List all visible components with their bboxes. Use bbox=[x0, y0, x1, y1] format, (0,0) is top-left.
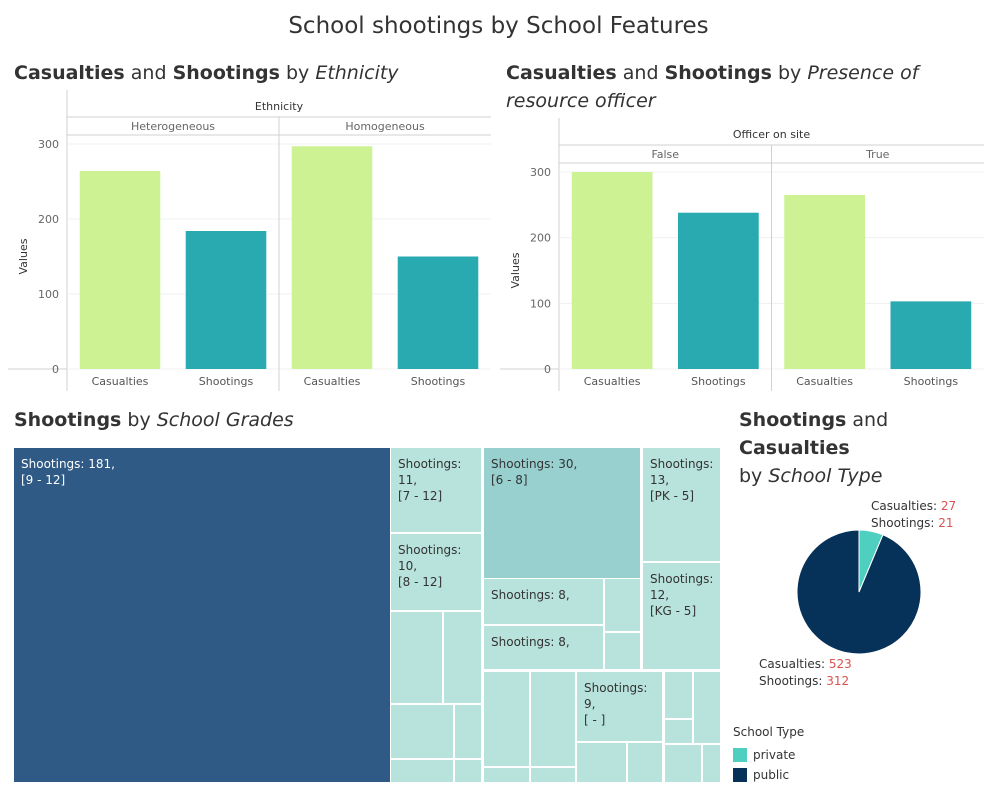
treemap-cell bbox=[14, 448, 390, 782]
group-label: Homogeneous bbox=[345, 120, 425, 133]
group-label: Heterogeneous bbox=[131, 120, 215, 133]
treemap-cell bbox=[643, 563, 720, 669]
treemap-cell bbox=[484, 448, 640, 578]
treemap-cell-label: [7 - 12] bbox=[398, 489, 442, 503]
y-tick-label: 200 bbox=[38, 213, 59, 226]
treemap-cell bbox=[391, 760, 453, 782]
legend-swatch-public bbox=[733, 768, 747, 782]
treemap-cell bbox=[531, 672, 575, 766]
treemap-cell-label: Shootings: bbox=[650, 572, 713, 586]
treemap-cell-label: [9 - 12] bbox=[21, 473, 65, 487]
treemap-cell-label: [8 - 12] bbox=[398, 575, 442, 589]
y-tick-label: 0 bbox=[52, 363, 59, 376]
treemap-cell-label: Shootings: 30, bbox=[491, 457, 577, 471]
treemap-cell bbox=[665, 720, 692, 743]
x-tick-label: Casualties bbox=[584, 375, 641, 388]
y-tick-label: 100 bbox=[530, 297, 551, 310]
column-header: Ethnicity bbox=[255, 100, 304, 113]
x-tick-label: Casualties bbox=[796, 375, 853, 388]
treemap-cell-label: Shootings: 181, bbox=[21, 457, 115, 471]
y-tick-label: 100 bbox=[38, 288, 59, 301]
officer-bar-chart: Officer on site Values 0 100 200 300 False Casu… bbox=[500, 118, 984, 391]
y-tick-label: 300 bbox=[530, 166, 551, 179]
treemap-cell bbox=[577, 672, 662, 741]
dashboard-title: School shootings by School Features bbox=[288, 13, 709, 39]
treemap-cell-label: 13, bbox=[650, 473, 669, 487]
treemap-cell bbox=[628, 743, 662, 782]
x-tick-label: Shootings bbox=[411, 375, 466, 388]
treemap-cell-label: [PK - 5] bbox=[650, 489, 694, 503]
treemap-cell-label: 10, bbox=[398, 559, 417, 573]
grades-section-title: Shootings by School Grades bbox=[14, 409, 294, 431]
ethnicity-bar-chart: Ethnicity Values 0 100 200 300 Heterogeneous Ca… bbox=[8, 90, 491, 391]
legend-item-public[interactable]: public bbox=[733, 765, 804, 785]
treemap-cell-label: Shootings: bbox=[650, 457, 713, 471]
group-label: False bbox=[651, 148, 679, 161]
grades-treemap: Shootings: 181, [9 - 12] Shootings: 30, [6 … bbox=[14, 448, 720, 782]
treemap-cell-label: Shootings: 8, bbox=[491, 588, 570, 602]
x-tick-label: Shootings bbox=[904, 375, 959, 388]
x-tick-label: Shootings bbox=[691, 375, 746, 388]
bar-shootings bbox=[185, 231, 267, 369]
type-section-title: Shootings and Casualties by School Type bbox=[739, 409, 889, 487]
y-tick-label: 300 bbox=[38, 138, 59, 151]
treemap-cell bbox=[531, 768, 575, 782]
y-axis-label: Values bbox=[509, 252, 522, 288]
treemap-cell bbox=[391, 534, 481, 610]
treemap-cell bbox=[665, 745, 701, 782]
pie-label-private: Casualties: 27 Shootings: 21 bbox=[871, 499, 957, 530]
treemap-cell bbox=[391, 705, 453, 758]
treemap-cell-label: 12, bbox=[650, 588, 669, 602]
treemap-cell-label: Shootings: 8, bbox=[491, 635, 570, 649]
treemap-cell-label: [ - ] bbox=[584, 713, 605, 727]
treemap-cell bbox=[484, 579, 603, 624]
school-type-pie-chart bbox=[796, 529, 922, 655]
treemap-cell bbox=[694, 672, 720, 743]
officer-section-title: Casualties and Shootings by Presence of … bbox=[506, 62, 919, 112]
treemap-cell bbox=[484, 768, 529, 782]
bar-casualties bbox=[784, 194, 865, 369]
treemap-cell bbox=[605, 633, 640, 669]
treemap-cell bbox=[391, 448, 481, 532]
treemap-cell-label: [6 - 8] bbox=[491, 473, 528, 487]
bar-shootings bbox=[890, 301, 972, 369]
group-label: True bbox=[865, 148, 890, 161]
ethnicity-section-title: Casualties and Shootings by Ethnicity bbox=[14, 62, 399, 84]
y-axis-label: Values bbox=[17, 238, 30, 274]
treemap-cell-label: Shootings: bbox=[398, 543, 461, 557]
treemap-cell bbox=[455, 705, 481, 758]
treemap-cell-label: [KG - 5] bbox=[650, 604, 696, 618]
pie-slice-public bbox=[796, 529, 922, 655]
bar-shootings bbox=[678, 212, 759, 369]
x-tick-label: Casualties bbox=[92, 375, 149, 388]
pie-label-public: Casualties: 523 Shootings: 312 bbox=[759, 657, 852, 688]
treemap-cell bbox=[605, 579, 640, 631]
bar-casualties bbox=[79, 171, 161, 369]
legend-swatch-private bbox=[733, 748, 747, 762]
treemap-cell bbox=[577, 743, 626, 782]
treemap-cell bbox=[643, 448, 720, 561]
treemap-cell bbox=[455, 760, 481, 782]
school-type-legend: School Type private public bbox=[733, 725, 804, 785]
treemap-cell-label: Shootings: bbox=[398, 457, 461, 471]
column-header: Officer on site bbox=[733, 128, 810, 141]
treemap-cell-label: Shootings: bbox=[584, 681, 647, 695]
treemap-cell-label: 11, bbox=[398, 473, 417, 487]
treemap-cell bbox=[484, 626, 603, 669]
treemap-cell bbox=[391, 612, 442, 703]
bar-casualties bbox=[571, 172, 653, 369]
bar-casualties bbox=[291, 146, 373, 369]
treemap-cell bbox=[665, 672, 692, 718]
x-tick-label: Shootings bbox=[199, 375, 254, 388]
treemap-cell bbox=[444, 612, 481, 703]
y-tick-label: 0 bbox=[544, 363, 551, 376]
y-tick-label: 200 bbox=[530, 232, 551, 245]
x-tick-label: Casualties bbox=[304, 375, 361, 388]
bar-shootings bbox=[397, 256, 479, 369]
treemap-cell-label: 9, bbox=[584, 697, 595, 711]
treemap-cell bbox=[484, 672, 529, 766]
treemap-cell bbox=[703, 745, 720, 782]
legend-item-private[interactable]: private bbox=[733, 745, 804, 765]
legend-title: School Type bbox=[733, 725, 805, 739]
